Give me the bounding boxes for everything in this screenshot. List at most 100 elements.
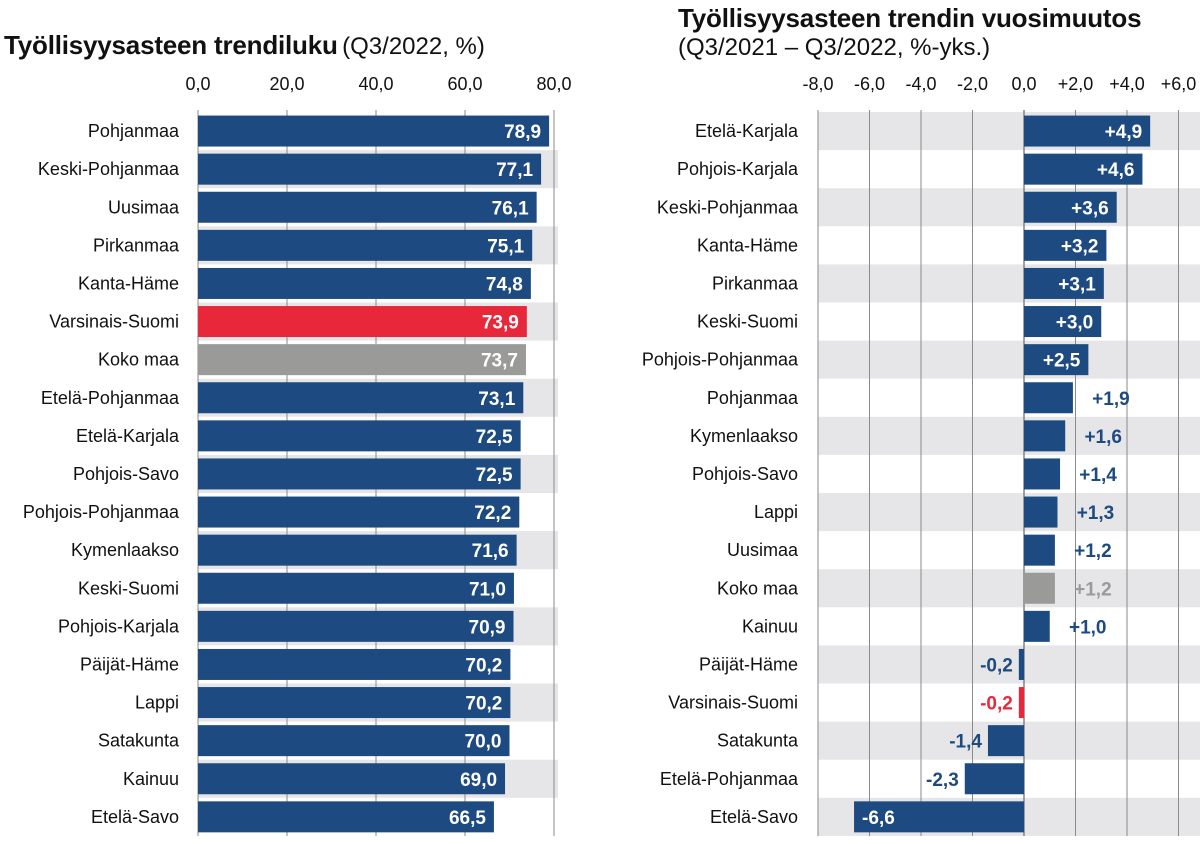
right-chart: -8,0 -6,0 -4,0 -2,0 0,0 +2,0 +4,0 +6,0 Etelä-Kar… xyxy=(642,74,1200,836)
data-label: 78,9 xyxy=(504,122,541,143)
x-tick-label: +4,0 xyxy=(1109,74,1145,94)
category-label: Varsinais-Suomi xyxy=(49,312,179,332)
data-label: -0,2 xyxy=(980,655,1013,676)
data-label: +3,0 xyxy=(1056,313,1094,334)
category-label: Etelä-Pohjanmaa xyxy=(41,388,180,408)
data-label: 72,5 xyxy=(476,427,513,448)
right-title-main: Työllisyysasteen trendin vuosimuutos xyxy=(678,3,1142,33)
x-tick-label: 80,0 xyxy=(536,74,571,94)
bar xyxy=(198,496,520,528)
data-label: 72,5 xyxy=(476,465,513,486)
x-tick-label: +6,0 xyxy=(1161,74,1197,94)
category-label: Satakunta xyxy=(98,731,180,751)
bar xyxy=(198,306,527,338)
x-tick-label: 60,0 xyxy=(447,74,482,94)
bar xyxy=(198,344,526,376)
category-label: Päijät-Häme xyxy=(699,654,798,674)
bar xyxy=(198,420,521,452)
bar xyxy=(1024,229,1107,261)
x-tick-label: -6,0 xyxy=(854,74,885,94)
bar xyxy=(1024,572,1055,604)
bar xyxy=(1024,382,1073,414)
data-label: 77,1 xyxy=(496,160,533,181)
category-label: Koko maa xyxy=(98,350,180,370)
bar xyxy=(1024,534,1055,566)
band-row xyxy=(818,493,1200,532)
data-label: 70,9 xyxy=(469,617,506,638)
category-label: Keski-Pohjanmaa xyxy=(657,197,799,217)
data-label: 76,1 xyxy=(492,198,529,219)
data-label: +4,9 xyxy=(1105,122,1143,143)
category-label: Kanta-Häme xyxy=(697,235,798,255)
bar xyxy=(1018,648,1024,680)
category-label: Lappi xyxy=(135,693,179,713)
category-label: Keski-Suomi xyxy=(78,578,179,598)
category-label: Uusimaa xyxy=(727,540,799,560)
category-label: Keski-Pohjanmaa xyxy=(38,159,180,179)
data-label: 73,7 xyxy=(481,351,518,372)
band-row xyxy=(818,264,1200,303)
data-label: 71,0 xyxy=(469,579,506,600)
category-label: Kanta-Häme xyxy=(78,273,179,293)
bar xyxy=(964,763,1024,795)
x-tick-label: +2,0 xyxy=(1058,74,1094,94)
category-label: Kymenlaakso xyxy=(71,540,179,560)
data-label: +3,1 xyxy=(1058,274,1096,295)
category-label: Pirkanmaa xyxy=(93,235,180,255)
data-label: 69,0 xyxy=(460,770,497,791)
category-label: Kymenlaakso xyxy=(690,426,798,446)
bar xyxy=(198,801,494,833)
category-label: Koko maa xyxy=(717,578,799,598)
data-label: +1,9 xyxy=(1092,389,1130,410)
category-label: Etelä-Savo xyxy=(91,807,179,827)
data-label: -0,2 xyxy=(980,694,1013,715)
data-label: 74,8 xyxy=(486,274,523,295)
bar xyxy=(198,229,533,261)
data-label: +1,6 xyxy=(1084,427,1122,448)
data-label: 73,1 xyxy=(478,389,515,410)
x-tick-label: 0,0 xyxy=(185,74,210,94)
data-label: +1,2 xyxy=(1074,579,1112,600)
data-label: +1,2 xyxy=(1074,541,1112,562)
bar xyxy=(198,763,506,795)
x-tick-label: -2,0 xyxy=(957,74,988,94)
category-label: Uusimaa xyxy=(108,197,180,217)
data-label: 72,2 xyxy=(474,503,511,524)
category-label: Pohjois-Savo xyxy=(73,464,179,484)
data-label: +1,3 xyxy=(1077,503,1115,524)
data-label: +3,6 xyxy=(1071,198,1109,219)
category-label: Kainuu xyxy=(123,769,179,789)
band-row xyxy=(818,569,1200,608)
category-label: Satakunta xyxy=(717,731,799,751)
category-label: Pohjois-Savo xyxy=(692,464,798,484)
data-label: +3,2 xyxy=(1061,236,1099,257)
data-label: 70,2 xyxy=(465,655,502,676)
category-label: Pohjois-Pohjanmaa xyxy=(23,502,180,522)
bar xyxy=(1024,153,1143,185)
data-label: +1,0 xyxy=(1069,617,1107,638)
bar xyxy=(198,115,550,147)
right-title-sub: (Q3/2021 – Q3/2022, %-yks.) xyxy=(678,34,991,61)
data-label: -2,3 xyxy=(926,770,959,791)
category-label: Pohjois-Pohjanmaa xyxy=(642,350,799,370)
left-chart: 0,0 20,0 40,0 60,0 80,0 Pohjanmaa 78,9 Keski-Po… xyxy=(23,74,572,836)
category-label: Pohjois-Karjala xyxy=(677,159,799,179)
bar xyxy=(854,801,1024,833)
category-label: Pohjois-Karjala xyxy=(58,616,180,636)
category-label: Etelä-Savo xyxy=(710,807,798,827)
right-chart-title: Työllisyysasteen trendin vuosimuutos (Q3… xyxy=(678,3,1142,62)
bar xyxy=(1024,420,1066,452)
category-label: Lappi xyxy=(754,502,798,522)
bar xyxy=(198,267,531,299)
data-label: +4,6 xyxy=(1097,160,1135,181)
data-label: -1,4 xyxy=(949,732,982,753)
left-title-sub: (Q3/2022, %) xyxy=(342,33,485,60)
bar xyxy=(198,610,514,642)
bar xyxy=(1024,115,1151,147)
bar xyxy=(198,648,511,680)
category-label: Etelä-Pohjanmaa xyxy=(660,769,799,789)
data-label: 70,2 xyxy=(465,694,502,715)
bar xyxy=(198,534,517,566)
x-tick-label: 0,0 xyxy=(1011,74,1036,94)
category-label: Etelä-Karjala xyxy=(76,426,180,446)
